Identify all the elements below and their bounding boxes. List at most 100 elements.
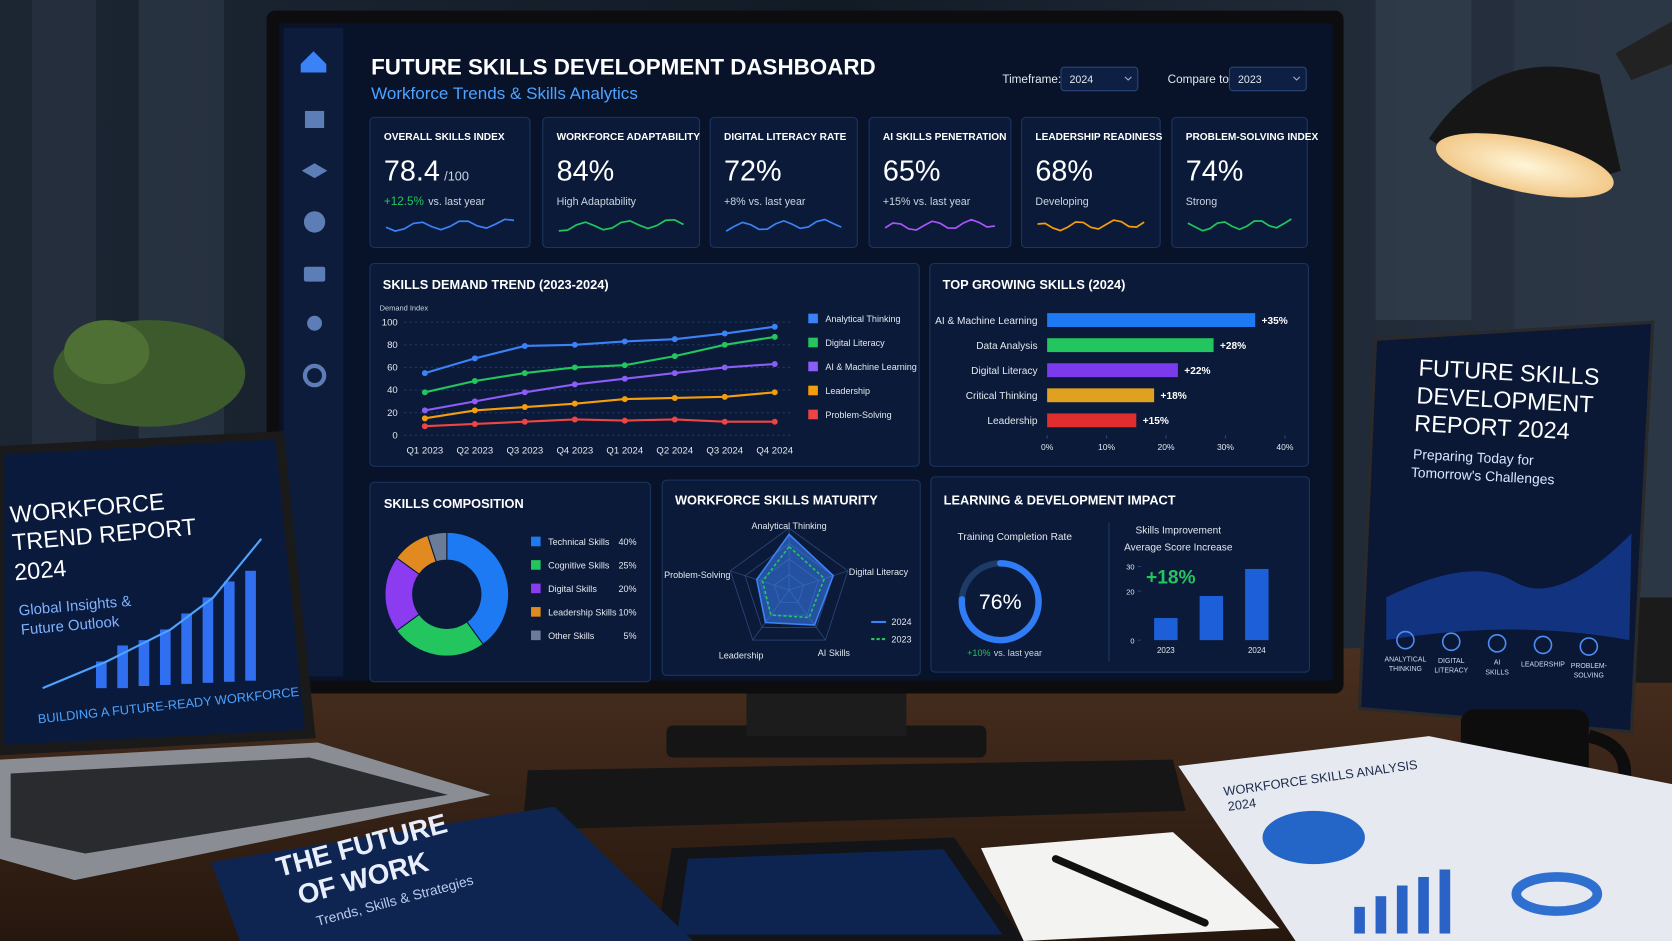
report-icons: ANALYTICAL THINKING DIGITAL LITERACY AI SKILL… [1385,630,1607,679]
kpi-note: +8% vs. last year [724,196,806,208]
category-label: Digital Literacy [971,366,1038,377]
paper-bar [1354,906,1365,934]
point [621,338,628,345]
donut-slice [446,531,510,646]
y-tick-label: 0 [1130,636,1134,645]
report-icon-label: SOLVING [1574,672,1604,679]
legend-label: 2023 [891,634,911,644]
laptop-bar [159,629,171,685]
kpi-value: 72% [724,155,782,187]
report-icon-label: LEADERSHIP [1521,661,1565,668]
axis-label: Digital Literacy [849,567,909,577]
plant [63,320,150,385]
paper-bar [1418,876,1429,934]
kpi-note: +15% vs. last year [883,196,971,208]
pie-icon[interactable] [303,211,326,233]
x-tick-label: Q2 2024 [656,445,693,456]
kpi-card [369,116,531,249]
x-tick-label: Q3 2023 [506,445,543,456]
desk-props: WORKFORCE TREND REPORT 2024 Global Insig… [0,21,1672,941]
x-tick-label: Q4 2023 [556,445,593,456]
report-icon [1396,630,1415,650]
sparkline [385,218,515,232]
kpi-note: High Adaptability [557,196,637,208]
axis-label: AI Skills [818,648,851,658]
chart-title: SKILLS DEMAND TREND (2023-2024) [383,277,609,292]
point [571,400,578,407]
point [671,416,678,423]
bar [1047,388,1155,403]
sparkline [884,218,995,231]
keyboard [522,759,1186,831]
panel [369,262,920,467]
kpi-card [1021,116,1161,249]
legend-value: 10% [618,608,636,618]
legend-value: 20% [618,584,636,594]
axis-label: Problem-Solving [664,570,730,580]
chart-title: LEARNING & DEVELOPMENT IMPACT [944,493,1176,508]
x-tick-label: 2024 [1248,646,1266,655]
point [771,361,778,368]
laptop-bar [202,597,214,683]
report-icon-label: SKILLS [1485,669,1509,676]
value-label: +18% [1161,391,1187,402]
kpi-card [709,116,858,249]
radar-grid [729,527,849,641]
point [521,389,528,396]
y-tick-label: 20 [1126,587,1134,596]
learning-icon[interactable] [301,163,328,179]
legend-label: AI & Machine Learning [825,362,917,372]
legend-swatch [531,630,541,641]
point [421,415,428,422]
line [424,335,775,394]
radar-area [761,545,826,619]
settings-icon[interactable] [302,363,327,388]
point [671,394,678,401]
y-tick-label: 0 [392,430,397,441]
laptop-bars [95,570,256,689]
x-tick-label: 10% [1098,442,1115,452]
legend-label: Problem-Solving [825,410,891,420]
chart-title: WORKFORCE SKILLS MATURITY [675,493,878,508]
point [621,417,628,424]
point [471,407,478,414]
legend-swatch [531,583,541,594]
legend-swatch [808,385,818,396]
point [471,378,478,384]
point [671,336,678,343]
sparkline [1187,218,1292,232]
legend-label: Leadership Skills [548,608,617,618]
chart-title: SKILLS COMPOSITION [384,496,524,511]
report-icon-label: DIGITAL [1438,658,1465,665]
point [571,341,578,348]
report-icon-label: PROBLEM- [1571,663,1607,670]
point [471,420,478,427]
filter-select[interactable] [1228,66,1307,92]
x-tick-label: 2023 [1157,646,1175,655]
point [721,330,728,337]
kpi-label: AI SKILLS PENETRATION [883,132,1007,143]
legend-swatch [531,560,541,570]
line [424,418,775,428]
point [721,418,728,425]
filter-label: Timeframe: [1002,73,1061,86]
chart-icon[interactable] [304,110,325,129]
filter-select[interactable] [1060,66,1139,92]
kpi-value: 78.4 [384,155,440,187]
report-icon [1533,635,1553,655]
point [621,362,628,369]
point [521,342,528,349]
home-icon[interactable] [300,51,327,73]
work-icon[interactable] [303,266,326,282]
bar [1047,363,1178,378]
kpi-label: WORKFORCE ADAPTABILITY [557,132,701,143]
bar [1154,618,1178,641]
point [521,370,528,377]
dashboard: FUTURE SKILLS DEVELOPMENT DASHBOARD Workf… [369,55,1319,683]
y-tick-label: 100 [382,317,398,328]
x-tick-label: Q3 2024 [706,445,743,456]
legend-swatch [808,337,818,348]
people-icon[interactable] [307,315,323,331]
legend-label: Leadership [825,386,870,396]
